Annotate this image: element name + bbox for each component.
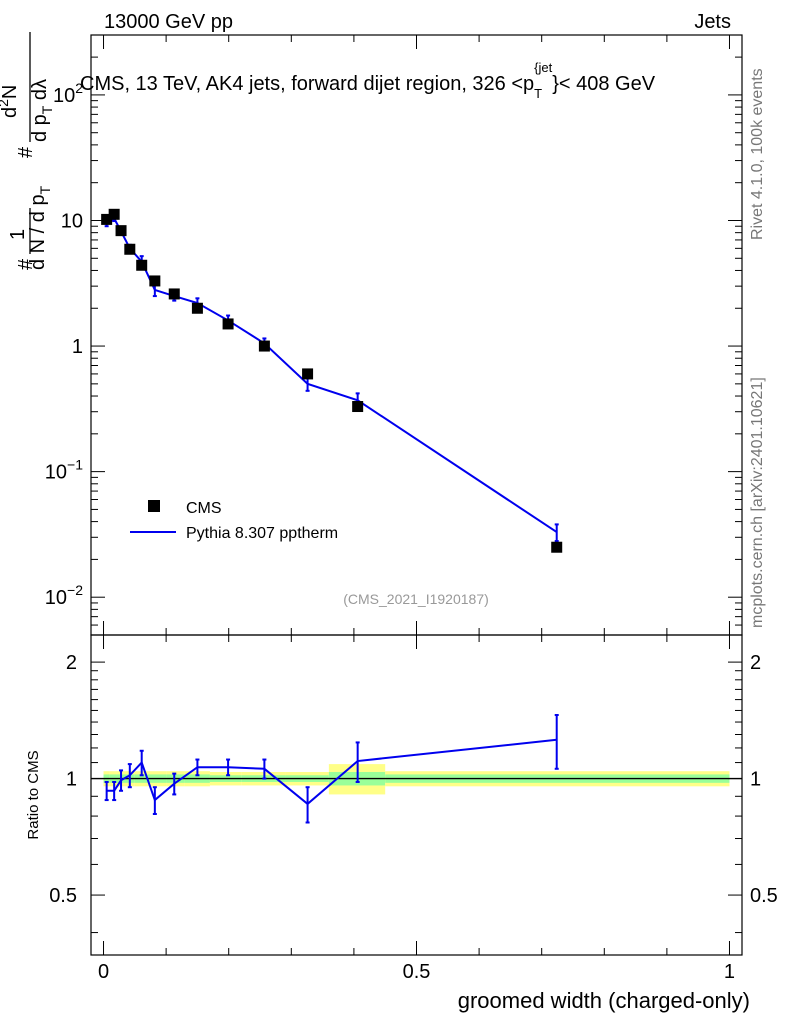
xtick-labels: 0 0.5 1 [98,961,735,983]
x-axis-label: groomed width (charged-only) [458,988,750,1013]
rivet-version-label: Rivet 4.1.0, 100k events [749,68,766,240]
cms-data-point [115,225,127,237]
svg-text:1: 1 [7,229,29,240]
legend: CMS Pythia 8.307 pptherm [130,500,338,542]
header-left: 13000 GeV pp [104,11,233,33]
cms-data-point [136,259,148,271]
legend-marker-cms [148,500,160,512]
top-ytick-label: 102 [53,80,83,107]
bottom-panel-frame [90,634,743,956]
cms-data-point [124,243,136,255]
svg-text:#: # [15,258,37,270]
svg-text:#: # [15,146,37,158]
cms-data-point [168,288,180,300]
ratio-ylabel: Ratio to CMS [25,750,42,839]
svg-text:d N / d pT: d N / d pT [27,185,53,270]
header-right: Jets [694,11,731,33]
cms-data-point [352,401,364,413]
cms-data-point [551,541,563,553]
top-ytick-label: 10−2 [45,582,83,609]
cms-data-point [302,368,314,380]
cms-data-point [108,208,120,220]
top-ytick-label: 10 [61,210,83,232]
axis-ticks [91,34,742,955]
top-ytick-label: 1 [72,336,83,358]
top-panel-frame [90,34,743,636]
ratio-uncertainty-bands [91,764,742,795]
cms-data-point [258,340,270,352]
ratio-ytick-label-right: 2 [750,652,761,674]
svg-text:d pT dλ: d pT dλ [29,79,55,142]
xtick-label: 1 [724,961,735,983]
ratio-ytick-labels: 0.5 0.5 1 1 2 2 [49,652,778,907]
plot-title: CMS, 13 TeV, AK4 jets, forward dijet reg… [80,60,656,101]
legend-label-pythia: Pythia 8.307 pptherm [186,525,338,542]
ratio-ytick-label-left: 0.5 [49,885,77,907]
cms-data-point [191,302,203,314]
ratio-ytick-label-left: 1 [66,769,77,791]
pythia-line [106,216,558,533]
mcplots-source-label: mcplots.cern.ch [arXiv:2401.10621] [749,377,766,628]
top-ytick-label: 10−1 [45,457,83,484]
cms-data-point [222,318,234,330]
analysis-watermark: (CMS_2021_I1920187) [343,591,489,607]
xtick-label: 0.5 [403,961,431,983]
ratio-ytick-label-right: 1 [750,769,761,791]
cms-data-point [149,275,161,287]
ratio-ytick-label-left: 2 [66,652,77,674]
top-ylabel: # 1 d N / d pT # d2N d pT dλ [0,32,55,270]
svg-text:d2N: d2N [0,85,21,118]
xtick-label: 0 [98,961,109,983]
data-marks [101,208,563,824]
top-ytick-labels: 102 10 1 10−1 10−2 [45,80,83,609]
ratio-ytick-label-right: 0.5 [750,885,778,907]
legend-label-cms: CMS [186,500,222,517]
cms-data-point [101,213,113,225]
